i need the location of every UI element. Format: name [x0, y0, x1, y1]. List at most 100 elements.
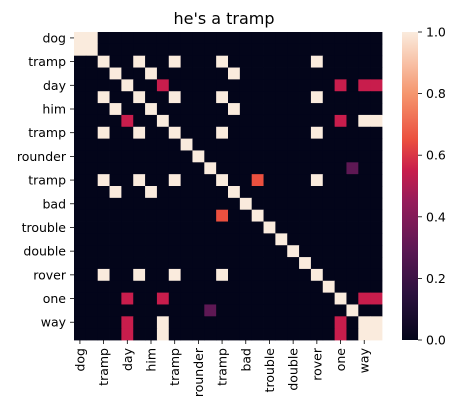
heatmap-cell	[180, 233, 193, 246]
heatmap-cell	[358, 280, 371, 294]
heatmap-cell	[251, 43, 264, 57]
heatmap-cell	[239, 245, 253, 258]
column-tick-labels: dog tramp day him tramp rounder tramp bad troubl…	[72, 340, 372, 397]
heatmap-cell	[310, 280, 324, 294]
heatmap-cell	[287, 245, 300, 258]
heatmap-cell	[370, 292, 383, 305]
heatmap-cell	[121, 114, 134, 128]
heatmap-cell	[216, 268, 229, 282]
heatmap-cell	[168, 304, 182, 317]
heatmap-cell	[334, 79, 347, 92]
heatmap-cell	[216, 292, 229, 305]
heatmap-cell	[346, 114, 359, 128]
heatmap-cell	[192, 257, 205, 270]
heatmap-cell	[121, 245, 134, 258]
heatmap-cell	[156, 245, 170, 258]
heatmap-cell	[334, 138, 347, 151]
colorbar-tick-label: 1.0	[426, 25, 446, 40]
heatmap-cell	[133, 43, 146, 57]
heatmap-cell	[370, 316, 383, 329]
heatmap-cell	[299, 126, 312, 140]
heatmap-cell	[322, 174, 336, 187]
heatmap-cell	[121, 162, 134, 175]
heatmap-cell	[204, 186, 217, 199]
heatmap-cell	[370, 162, 383, 175]
heatmap-cell	[74, 292, 87, 305]
heatmap-cell	[121, 67, 134, 80]
heatmap-cell	[85, 328, 99, 341]
heatmap-cell	[322, 316, 336, 329]
heatmap-cell	[299, 328, 312, 341]
heatmap-cell	[334, 268, 347, 282]
heatmap-cell	[192, 280, 205, 294]
row-label: tramp	[28, 54, 66, 69]
column-label: rover	[309, 347, 324, 381]
heatmap-cell	[133, 328, 146, 341]
colorbar-tick-label: 0.0	[426, 333, 446, 348]
heatmap-cell	[216, 55, 229, 68]
column-label: day	[120, 347, 135, 371]
heatmap-cell	[228, 268, 241, 282]
heatmap-cell	[168, 126, 182, 140]
heatmap-cell	[109, 103, 122, 116]
heatmap-cell	[346, 126, 359, 140]
heatmap-cell	[133, 197, 146, 211]
heatmap-cell	[370, 43, 383, 57]
heatmap-cell	[275, 174, 288, 187]
heatmap-cell	[97, 245, 110, 258]
heatmap-cell	[168, 257, 182, 270]
heatmap-cell	[145, 32, 158, 45]
heatmap-cell	[133, 292, 146, 305]
heatmap-cell	[370, 67, 383, 80]
heatmap-cell	[180, 103, 193, 116]
heatmap-cell	[299, 268, 312, 282]
heatmap-cell	[133, 126, 146, 140]
heatmap-cell	[275, 126, 288, 140]
heatmap-cell	[358, 174, 371, 187]
heatmap-cell	[275, 32, 288, 45]
heatmap-cell	[192, 292, 205, 305]
heatmap-cell	[168, 150, 182, 163]
heatmap-cell	[204, 126, 217, 140]
heatmap-cell	[109, 304, 122, 317]
heatmap-cell	[97, 233, 110, 246]
heatmap-cell	[322, 55, 336, 68]
heatmap-cell	[370, 209, 383, 222]
heatmap-cell	[97, 280, 110, 294]
heatmap-cell	[299, 43, 312, 57]
heatmap-cell	[322, 292, 336, 305]
heatmap-cell	[251, 67, 264, 80]
heatmap-cell	[310, 268, 324, 282]
heatmap-cell	[216, 245, 229, 258]
heatmap-cell	[322, 257, 336, 270]
heatmap-cell	[216, 138, 229, 151]
heatmap-cell	[192, 138, 205, 151]
heatmap-cell	[275, 197, 288, 211]
heatmap-cell	[228, 174, 241, 187]
heatmap-cell	[263, 245, 276, 258]
column-label: double	[286, 348, 301, 391]
heatmap-cell	[156, 32, 170, 45]
heatmap-cell	[251, 174, 264, 187]
heatmap-cell	[85, 55, 99, 68]
row-label: rover	[33, 267, 67, 282]
heatmap-cell	[109, 91, 122, 104]
heatmap-cell	[109, 186, 122, 199]
heatmap-cell	[275, 103, 288, 116]
heatmap-cell	[74, 91, 87, 104]
heatmap-cell	[97, 150, 110, 163]
heatmap-cell	[299, 162, 312, 175]
heatmap-cell	[133, 268, 146, 282]
heatmap-cell	[133, 55, 146, 68]
heatmap-cell	[85, 209, 99, 222]
heatmap-cell	[299, 221, 312, 234]
heatmap-cell	[156, 304, 170, 317]
heatmap-cell	[275, 162, 288, 175]
heatmap-cell	[216, 67, 229, 80]
heatmap-cell	[133, 114, 146, 128]
heatmap-cell	[133, 233, 146, 246]
heatmap-cell	[97, 79, 110, 92]
heatmap-cell	[346, 150, 359, 163]
heatmap-cell	[299, 186, 312, 199]
heatmap-cell	[85, 162, 99, 175]
